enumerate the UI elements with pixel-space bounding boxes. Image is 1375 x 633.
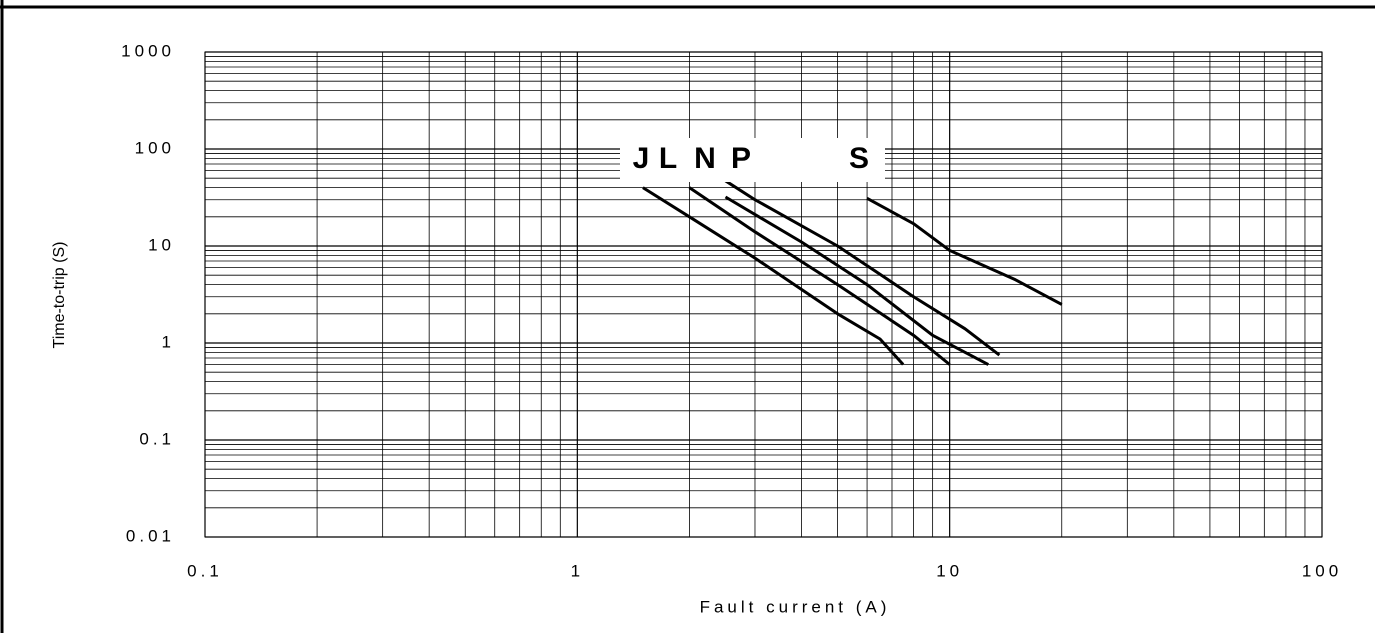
- y-tick-label: 100: [135, 138, 175, 157]
- x-tick-label: 10: [936, 561, 963, 580]
- series-line: [642, 186, 905, 366]
- y-axis-label: Time-to-trip (S): [51, 242, 68, 349]
- series-line: [866, 197, 1063, 306]
- series-name: J: [633, 142, 650, 175]
- y-tick-label: 10: [148, 235, 175, 254]
- y-tick-label: 0.1: [139, 429, 175, 448]
- x-tick-label: 1: [571, 561, 584, 580]
- grid: [204, 51, 1323, 538]
- series-lines: [642, 179, 1063, 366]
- series-name: P: [731, 142, 751, 175]
- name-panel: [620, 138, 885, 182]
- series-name: N: [694, 142, 716, 175]
- labels: 0.1 1 10 100 0.01 0.1 1 10 100 1000 J L N P S: [121, 41, 1342, 580]
- y-tick-label: 1000: [121, 41, 175, 60]
- x-tick-label: 0.1: [187, 561, 223, 580]
- y-tick-label: 1: [162, 332, 175, 351]
- series-line: [688, 186, 951, 366]
- y-tick-label: 0.01: [126, 526, 175, 545]
- series-name: S: [849, 142, 869, 175]
- series-line: [724, 195, 990, 366]
- series-line: [724, 179, 1001, 357]
- x-tick-label: 100: [1302, 561, 1342, 580]
- series-name: L: [659, 142, 677, 175]
- x-axis-label: Fault current (A): [700, 597, 891, 616]
